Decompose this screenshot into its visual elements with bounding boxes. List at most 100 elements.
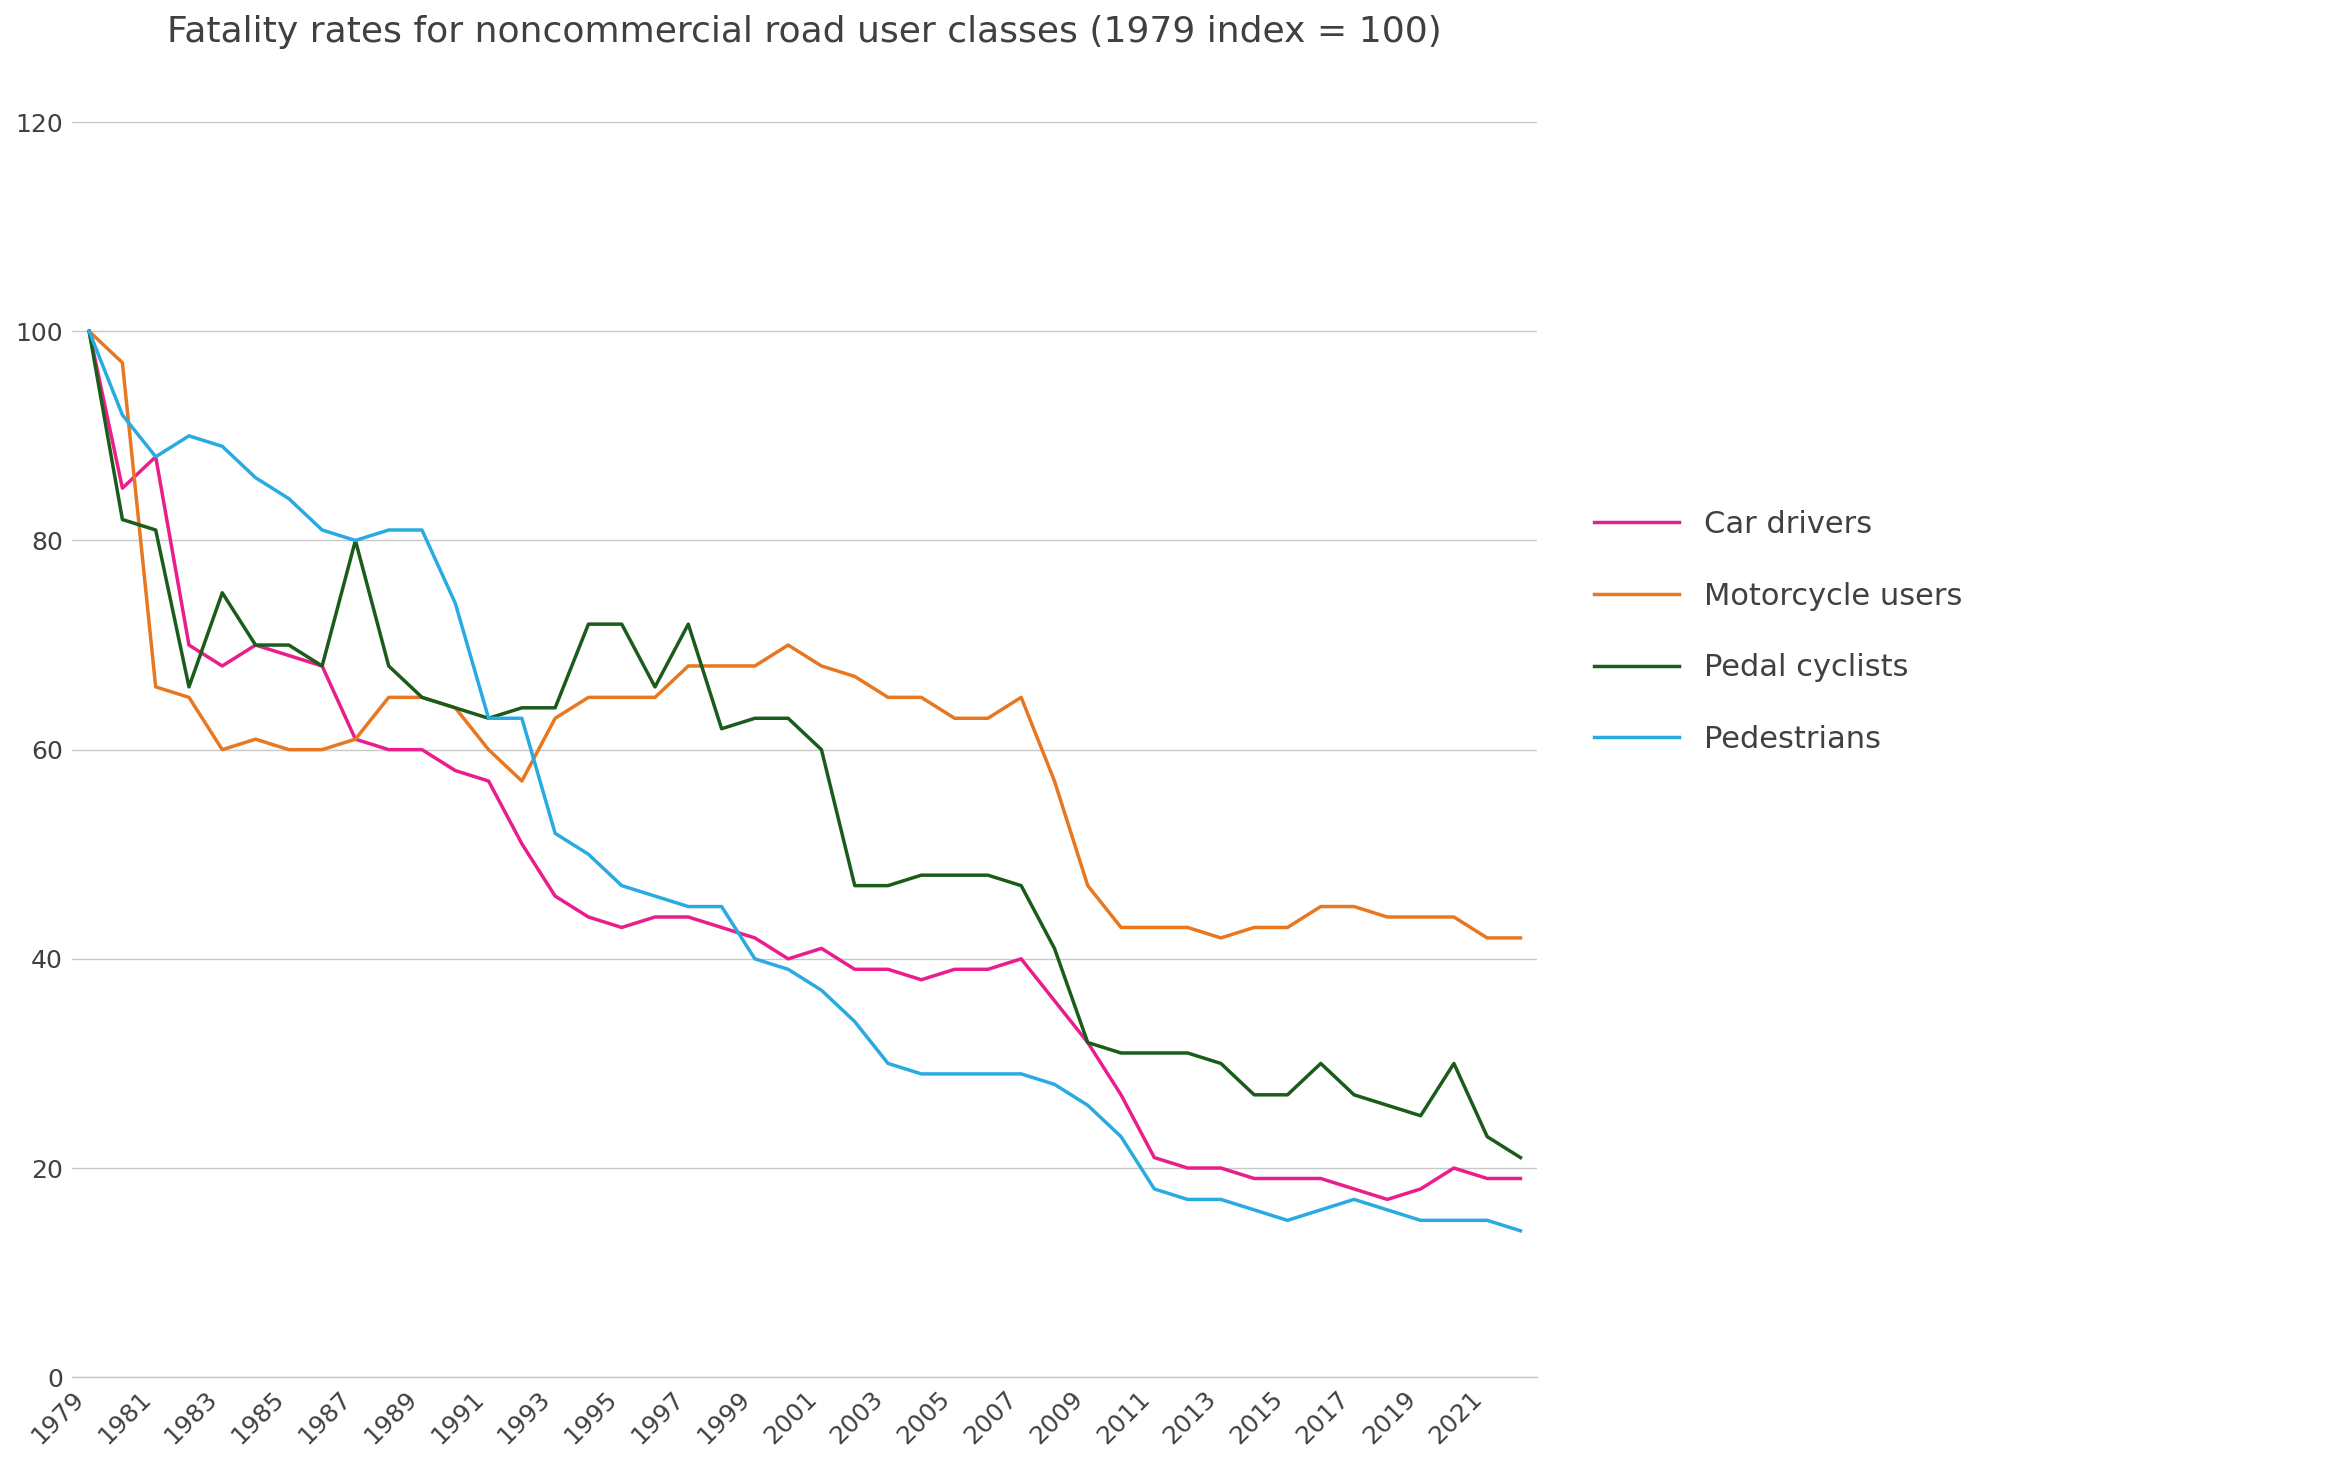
Pedal cyclists <box>808 741 836 758</box>
Car drivers <box>1139 1149 1168 1167</box>
Pedal cyclists <box>1441 1054 1469 1072</box>
Title: Fatality rates for noncommercial road user classes (1979 index = 100): Fatality rates for noncommercial road us… <box>168 15 1443 48</box>
Pedal cyclists <box>1175 1044 1203 1061</box>
Pedestrians <box>1406 1212 1434 1230</box>
Pedal cyclists <box>740 710 768 728</box>
Pedestrians <box>409 521 437 539</box>
Car drivers <box>941 960 969 978</box>
Pedal cyclists <box>841 877 869 895</box>
Pedal cyclists <box>175 678 203 695</box>
Pedestrians <box>642 887 670 905</box>
Car drivers <box>1006 950 1034 968</box>
Pedestrians <box>740 950 768 968</box>
Pedestrians <box>441 594 469 612</box>
Motorcycle users <box>374 688 402 706</box>
Motorcycle users <box>308 741 336 758</box>
Pedal cyclists <box>1074 1034 1102 1051</box>
Pedal cyclists <box>1240 1086 1268 1104</box>
Car drivers <box>1340 1180 1368 1198</box>
Car drivers <box>1107 1086 1135 1104</box>
Motorcycle users <box>1373 908 1401 925</box>
Car drivers <box>808 940 836 957</box>
Car drivers <box>740 930 768 947</box>
Motorcycle users <box>341 731 369 748</box>
Pedestrians <box>341 531 369 549</box>
Pedestrians <box>675 897 703 915</box>
Pedestrians <box>1074 1097 1102 1114</box>
Car drivers <box>1074 1034 1102 1051</box>
Motorcycle users <box>107 354 135 372</box>
Motorcycle users <box>1207 930 1235 947</box>
Line: Pedestrians: Pedestrians <box>89 331 1520 1231</box>
Car drivers <box>873 960 901 978</box>
Pedestrians <box>808 981 836 998</box>
Car drivers <box>974 960 1002 978</box>
Car drivers <box>1308 1170 1336 1187</box>
Car drivers <box>276 647 304 665</box>
Car drivers <box>409 741 437 758</box>
Pedestrians <box>1373 1200 1401 1218</box>
Pedal cyclists <box>1506 1149 1534 1167</box>
Motorcycle users <box>441 698 469 716</box>
Motorcycle users <box>841 668 869 685</box>
Pedestrians <box>908 1066 936 1083</box>
Pedal cyclists <box>941 867 969 884</box>
Motorcycle users <box>1074 877 1102 895</box>
Pedal cyclists <box>1473 1127 1501 1145</box>
Pedal cyclists <box>75 322 103 340</box>
Pedestrians <box>1240 1200 1268 1218</box>
Pedestrians <box>1273 1212 1301 1230</box>
Pedal cyclists <box>1406 1107 1434 1124</box>
Motorcycle users <box>1273 919 1301 937</box>
Pedestrians <box>574 846 602 864</box>
Car drivers <box>374 741 402 758</box>
Motorcycle users <box>873 688 901 706</box>
Car drivers <box>175 637 203 654</box>
Pedestrians <box>276 490 304 508</box>
Pedal cyclists <box>341 531 369 549</box>
Motorcycle users <box>1506 930 1534 947</box>
Motorcycle users <box>1441 908 1469 925</box>
Motorcycle users <box>507 772 535 789</box>
Car drivers <box>574 908 602 925</box>
Pedal cyclists <box>1273 1086 1301 1104</box>
Car drivers <box>908 971 936 988</box>
Motorcycle users <box>241 731 269 748</box>
Pedal cyclists <box>642 678 670 695</box>
Car drivers <box>607 919 635 937</box>
Car drivers <box>208 657 236 675</box>
Motorcycle users <box>1240 919 1268 937</box>
Motorcycle users <box>1473 930 1501 947</box>
Motorcycle users <box>1041 772 1069 789</box>
Pedestrians <box>1175 1190 1203 1208</box>
Pedal cyclists <box>873 877 901 895</box>
Motorcycle users <box>675 657 703 675</box>
Motorcycle users <box>642 688 670 706</box>
Pedal cyclists <box>974 867 1002 884</box>
Pedestrians <box>1041 1076 1069 1094</box>
Pedal cyclists <box>1139 1044 1168 1061</box>
Car drivers <box>1041 993 1069 1010</box>
Pedal cyclists <box>708 720 736 738</box>
Motorcycle users <box>740 657 768 675</box>
Pedestrians <box>974 1066 1002 1083</box>
Pedestrians <box>607 877 635 895</box>
Car drivers <box>441 761 469 779</box>
Motorcycle users <box>1107 919 1135 937</box>
Motorcycle users <box>75 322 103 340</box>
Pedal cyclists <box>409 688 437 706</box>
Motorcycle users <box>142 678 170 695</box>
Car drivers <box>341 731 369 748</box>
Motorcycle users <box>607 688 635 706</box>
Pedestrians <box>542 824 570 842</box>
Car drivers <box>1441 1159 1469 1177</box>
Pedal cyclists <box>474 710 502 728</box>
Motorcycle users <box>1308 897 1336 915</box>
Motorcycle users <box>808 657 836 675</box>
Car drivers <box>107 479 135 496</box>
Motorcycle users <box>175 688 203 706</box>
Pedestrians <box>175 427 203 445</box>
Motorcycle users <box>1340 897 1368 915</box>
Pedestrians <box>241 468 269 486</box>
Line: Pedal cyclists: Pedal cyclists <box>89 331 1520 1158</box>
